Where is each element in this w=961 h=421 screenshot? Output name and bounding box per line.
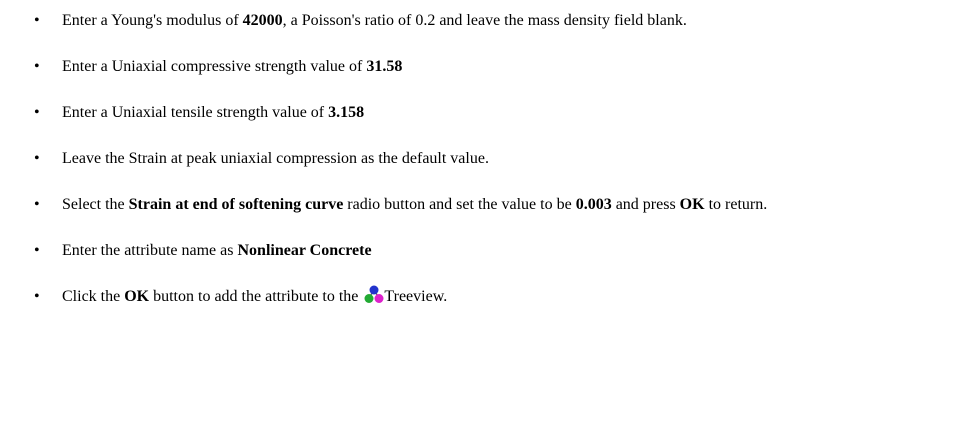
bold-text: Nonlinear Concrete — [237, 242, 372, 259]
text: Enter the attribute name as — [62, 242, 238, 259]
list-item: Enter a Uniaxial tensile strength value … — [34, 101, 940, 124]
list-item: Click the OK button to add the attribute… — [34, 285, 940, 308]
list-item: Select the Strain at end of softening cu… — [34, 193, 940, 216]
list-item: Enter the attribute name as Nonlinear Co… — [34, 239, 940, 262]
text: radio button and set the value to be — [343, 196, 576, 213]
text: Click the — [62, 288, 125, 305]
treeview-icon — [364, 285, 384, 303]
text: Enter a Uniaxial compressive strength va… — [62, 58, 367, 75]
text: Leave the Strain at peak uniaxial compre… — [62, 150, 489, 167]
text: Select the — [62, 196, 129, 213]
text: button to add the attribute to the — [149, 288, 363, 305]
list-item: Enter a Uniaxial compressive strength va… — [34, 55, 940, 78]
bold-text: OK — [124, 288, 150, 305]
text: , a Poisson's ratio of 0.2 and leave the… — [282, 12, 687, 29]
text: Enter a Uniaxial tensile strength value … — [62, 104, 329, 121]
bold-text: 42000 — [242, 12, 283, 29]
list-item: Leave the Strain at peak uniaxial compre… — [34, 147, 940, 170]
text: and press — [611, 196, 680, 213]
text: to return. — [704, 196, 768, 213]
text: Enter a Young's modulus of — [62, 12, 243, 29]
text: Treeview. — [384, 288, 448, 305]
list-item: Enter a Young's modulus of 42000, a Pois… — [34, 9, 940, 32]
bold-text: Strain at end of softening curve — [128, 196, 344, 213]
bold-text: OK — [679, 196, 705, 213]
bullet-list: Enter a Young's modulus of 42000, a Pois… — [0, 0, 940, 308]
bold-text: 0.003 — [575, 196, 612, 213]
bold-text: 31.58 — [366, 58, 403, 75]
bold-text: 3.158 — [328, 104, 365, 121]
